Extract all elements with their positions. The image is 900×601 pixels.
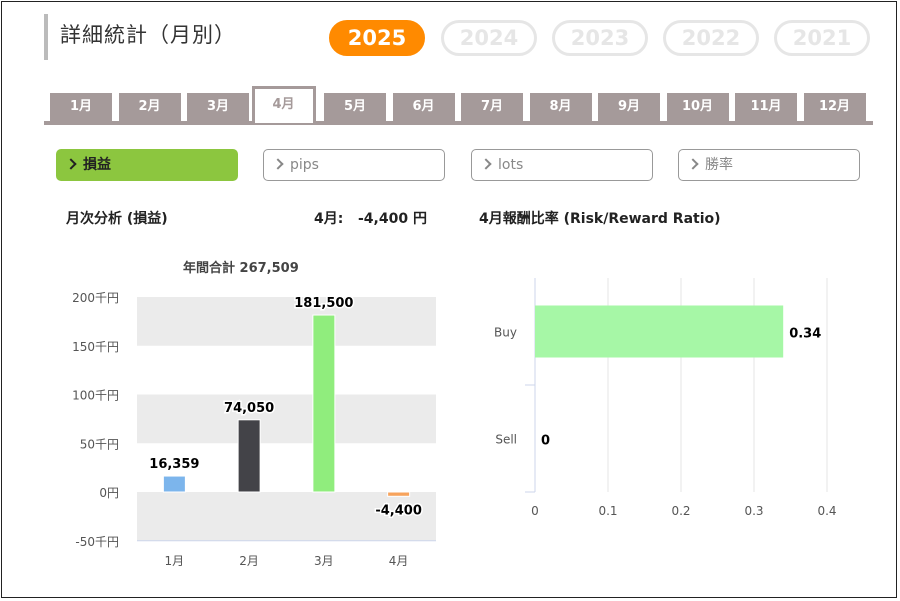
page-title-bar: 詳細統計（月別） xyxy=(44,14,236,60)
x-tick-label: 0.2 xyxy=(671,504,690,518)
data-label: 0 xyxy=(541,434,550,449)
grid-band xyxy=(137,394,436,444)
metric-label: lots xyxy=(498,157,524,173)
tab-month-10[interactable]: 10月 xyxy=(666,93,729,121)
year-2024[interactable]: 2024 xyxy=(441,20,537,56)
y-tick-label: Buy xyxy=(494,326,517,340)
year-2023[interactable]: 2023 xyxy=(552,20,648,56)
y-tick-label: 100千円 xyxy=(72,389,119,403)
x-tick-label: 0.1 xyxy=(598,504,617,518)
bar-3月 xyxy=(312,314,336,493)
y-tick-label: 200千円 xyxy=(72,291,119,305)
year-2022[interactable]: 2022 xyxy=(663,20,759,56)
x-tick-label: 2月 xyxy=(239,554,259,568)
annual-total: 年間合計 267,509 xyxy=(183,261,299,276)
tab-month-11[interactable]: 11月 xyxy=(735,93,797,121)
grid-band xyxy=(137,492,436,541)
tab-month-8[interactable]: 8月 xyxy=(529,93,592,121)
data-label: -4,400 xyxy=(375,503,422,518)
x-tick-label: 0 xyxy=(531,504,539,518)
metric-label: pips xyxy=(290,157,319,173)
bar-2月 xyxy=(237,419,261,493)
y-tick-label: 0円 xyxy=(99,486,119,500)
tab-month-6[interactable]: 6月 xyxy=(392,93,455,121)
data-label: 181,500 xyxy=(294,296,353,311)
risk-reward-heading: 4月報酬比率 (Risk/Reward Ratio) xyxy=(479,211,721,227)
metric-button-4[interactable]: 勝率 xyxy=(678,149,860,181)
x-tick-label: 3月 xyxy=(314,554,334,568)
data-label: 74,050 xyxy=(224,401,274,416)
data-label: 16,359 xyxy=(149,457,199,472)
page-title: 詳細統計（月別） xyxy=(60,23,236,47)
data-label: 0.34 xyxy=(789,327,821,342)
tab-month-2[interactable]: 2月 xyxy=(118,93,181,121)
metric-button-2[interactable]: pips xyxy=(263,149,445,181)
y-tick-label: 150千円 xyxy=(72,340,119,354)
tab-month-3[interactable]: 3月 xyxy=(187,93,249,121)
x-tick-label: 4月 xyxy=(389,554,409,568)
bar-4月 xyxy=(387,491,411,497)
selected-month-value: -4,400 円 xyxy=(358,211,427,227)
x-tick-label: 1月 xyxy=(165,554,185,568)
metric-label: 勝率 xyxy=(705,157,733,173)
y-tick-label: Sell xyxy=(495,433,517,447)
tab-month-9[interactable]: 9月 xyxy=(598,93,660,121)
tab-month-1[interactable]: 1月 xyxy=(50,93,112,121)
monthly-analysis-heading: 月次分析 (損益) xyxy=(66,211,168,227)
bar-1月 xyxy=(162,475,186,493)
grid-band xyxy=(137,297,436,346)
x-tick-label: 0.4 xyxy=(817,504,836,518)
selected-month-label: 4月: xyxy=(314,211,344,227)
tab-month-12[interactable]: 12月 xyxy=(803,93,866,121)
tab-month-5[interactable]: 5月 xyxy=(324,93,386,121)
y-tick-label: -50千円 xyxy=(75,535,119,549)
metric-button-3[interactable]: lots xyxy=(471,149,653,181)
year-2021[interactable]: 2021 xyxy=(774,20,870,56)
y-tick-label: 50千円 xyxy=(80,437,119,451)
tab-month-4[interactable]: 4月 xyxy=(251,86,316,123)
tab-underline xyxy=(44,121,873,125)
year-2025[interactable]: 2025 xyxy=(329,20,425,56)
metric-label: 損益 xyxy=(83,157,111,173)
tab-month-7[interactable]: 7月 xyxy=(461,93,523,121)
bar-Buy xyxy=(535,305,784,358)
metric-button-1[interactable]: 損益 xyxy=(56,149,238,181)
x-tick-label: 0.3 xyxy=(744,504,763,518)
